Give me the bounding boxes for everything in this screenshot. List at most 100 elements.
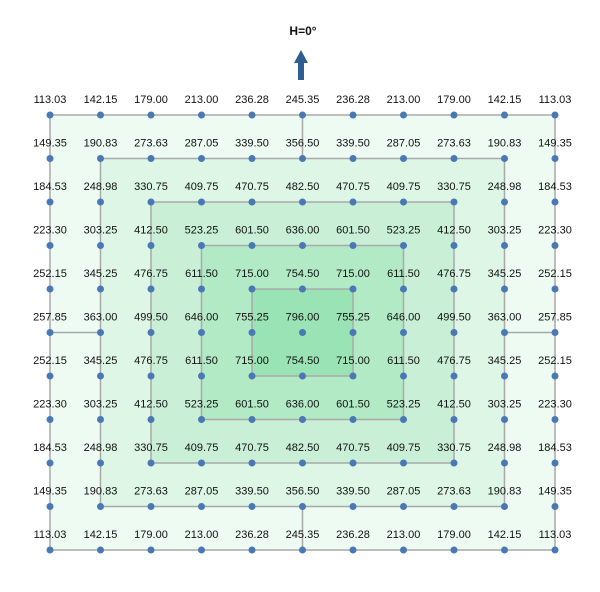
grid-point (349, 503, 357, 510)
grid-point (97, 198, 104, 206)
point-value: 142.15 (84, 94, 118, 106)
grid-point (248, 242, 256, 249)
grid-point (551, 503, 559, 510)
grid-point (248, 416, 256, 423)
grid-point (400, 546, 407, 554)
grid-point (501, 329, 508, 336)
point-value: 142.15 (488, 94, 522, 106)
point-value: 339.50 (235, 485, 269, 497)
grid-point (450, 111, 458, 119)
direction-arrow (294, 50, 308, 80)
grid-point (97, 416, 104, 423)
grid-point (248, 155, 256, 162)
grid-point (46, 285, 54, 293)
grid-point (299, 329, 306, 336)
grid-point (551, 329, 559, 336)
grid-point (400, 198, 407, 206)
point-value: 142.15 (488, 529, 522, 541)
point-value: 213.00 (185, 529, 219, 541)
point-value: 149.35 (33, 137, 67, 149)
point-value: 715.00 (336, 268, 370, 280)
point-value: 356.50 (286, 137, 320, 149)
grid-point (349, 329, 357, 336)
point-value: 345.25 (488, 355, 522, 367)
point-value: 179.00 (437, 94, 471, 106)
title: H=0° (289, 24, 316, 38)
grid-point (198, 111, 205, 119)
point-value: 611.50 (387, 268, 420, 280)
point-value: 273.63 (437, 137, 471, 149)
point-value: 273.63 (134, 485, 168, 497)
point-value: 236.28 (336, 94, 370, 106)
grid-point (450, 155, 458, 162)
grid-point (400, 372, 407, 380)
point-value: 755.25 (235, 311, 269, 323)
point-value: 149.35 (33, 485, 67, 497)
grid-point (349, 372, 357, 380)
point-value: 611.50 (387, 355, 420, 367)
grid-point (198, 372, 205, 380)
grid-point (147, 111, 155, 119)
point-value: 184.53 (538, 181, 572, 193)
grid-point (400, 329, 407, 336)
grid-point (147, 503, 155, 510)
grid-point (248, 372, 256, 380)
grid-point (97, 111, 104, 119)
grid-point (97, 372, 104, 380)
point-value: 257.85 (538, 311, 572, 323)
point-value: 339.50 (235, 137, 269, 149)
point-value: 252.15 (538, 355, 572, 367)
grid-point (46, 111, 54, 119)
grid-point (198, 198, 205, 206)
grid-point (551, 416, 559, 423)
point-value: 601.50 (336, 398, 370, 410)
grid-point (400, 285, 407, 293)
point-value: 190.83 (488, 137, 522, 149)
point-value: 409.75 (185, 181, 219, 193)
point-value: 646.00 (185, 311, 219, 323)
point-value: 213.00 (387, 529, 421, 541)
point-value: 601.50 (336, 224, 370, 236)
grid-point (551, 285, 559, 293)
grid-point (349, 242, 357, 249)
grid-point (248, 503, 256, 510)
point-value: 363.00 (488, 311, 522, 323)
point-value: 303.25 (84, 398, 118, 410)
point-value: 303.25 (488, 224, 522, 236)
point-value: 412.50 (437, 224, 471, 236)
point-value: 754.50 (286, 268, 320, 280)
point-value: 149.35 (538, 485, 572, 497)
point-value: 273.63 (437, 485, 471, 497)
grid-point (501, 372, 508, 380)
grid-point (198, 155, 205, 162)
point-value: 330.75 (134, 181, 168, 193)
point-value: 345.25 (84, 268, 118, 280)
point-value: 149.35 (538, 137, 572, 149)
point-value: 223.30 (33, 224, 67, 236)
grid-point (501, 416, 508, 423)
point-value: 715.00 (336, 355, 370, 367)
point-value: 223.30 (33, 398, 67, 410)
grid-point (450, 416, 458, 423)
point-value: 482.50 (286, 181, 320, 193)
point-value: 412.50 (134, 224, 168, 236)
grid-point (450, 503, 458, 510)
grid-point (349, 111, 357, 119)
grid-point (551, 459, 559, 467)
grid-point (450, 329, 458, 336)
point-value: 330.75 (134, 442, 168, 454)
grid-point (248, 285, 256, 293)
point-value: 409.75 (387, 181, 421, 193)
grid-point (299, 459, 306, 467)
grid-point (349, 198, 357, 206)
grid-point (400, 416, 407, 423)
point-value: 287.05 (387, 137, 421, 149)
point-value: 470.75 (336, 442, 370, 454)
grid-point (299, 546, 306, 554)
grid-point (97, 285, 104, 293)
grid-point (97, 503, 104, 510)
grid-point (349, 416, 357, 423)
grid-point (198, 329, 205, 336)
grid-point (551, 372, 559, 380)
point-value: 142.15 (84, 529, 118, 541)
